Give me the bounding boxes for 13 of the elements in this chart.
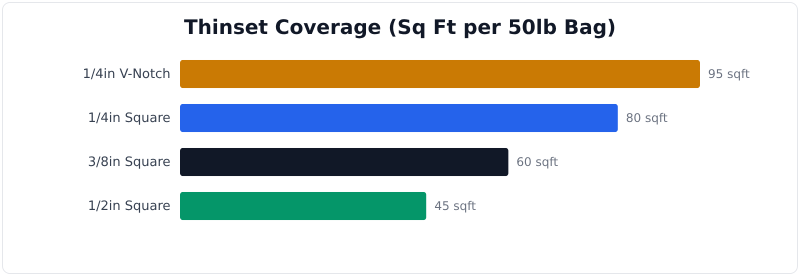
- bar: [180, 148, 508, 176]
- y-tick-label: 3/8in Square: [88, 155, 170, 170]
- y-tick-label: 1/4in Square: [88, 111, 170, 126]
- chart-title: Thinset Coverage (Sq Ft per 50lb Bag): [184, 15, 616, 39]
- data-label: 80 sqft: [626, 111, 668, 125]
- data-label: 95 sqft: [708, 67, 750, 81]
- data-label: 60 sqft: [516, 155, 558, 169]
- data-label: 45 sqft: [434, 199, 476, 213]
- y-tick-label: 1/4in V-Notch: [82, 67, 170, 82]
- y-tick-label: 1/2in Square: [88, 199, 170, 214]
- bar: [180, 192, 426, 220]
- bar: [180, 104, 618, 132]
- bar: [180, 60, 700, 88]
